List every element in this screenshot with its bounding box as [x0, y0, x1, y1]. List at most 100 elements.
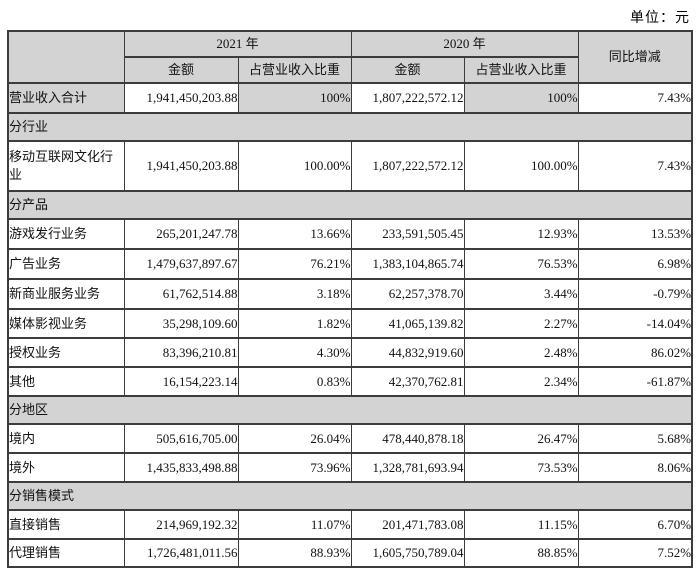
amount-2020: 478,440,878.18	[350, 423, 465, 454]
share-2021: 73.96%	[237, 452, 352, 483]
table-row-mobile-internet-culture: 移动互联网文化行业 1,941,450,203.88 100.00% 1,807…	[7, 140, 693, 192]
share-2021: 3.18%	[237, 278, 352, 310]
amount-2020: 42,370,762.81	[350, 366, 465, 397]
share-2020: 100.00%	[463, 140, 579, 192]
header-share-2021: 占营业收入比重	[237, 56, 352, 84]
row-label: 其他	[7, 366, 125, 397]
table-row-game-publishing: 游戏发行业务 265,201,247.78 13.66% 233,591,505…	[7, 218, 693, 250]
yoy-value: 7.43%	[577, 82, 693, 114]
row-label: 境外	[7, 452, 125, 483]
yoy-value: 6.98%	[577, 248, 693, 280]
amount-2020: 233,591,505.45	[350, 218, 465, 250]
amount-2021: 61,762,514.88	[123, 278, 239, 310]
row-label: 代理销售	[7, 538, 125, 568]
share-2020: 2.34%	[463, 366, 579, 397]
row-label: 游戏发行业务	[7, 218, 125, 250]
header-amount-2020: 金额	[350, 56, 465, 84]
share-2021: 11.07%	[237, 509, 352, 540]
amount-2021: 505,616,705.00	[123, 423, 239, 454]
header-year-2020: 2020 年	[350, 30, 579, 58]
section-label: 分销售模式	[7, 481, 693, 511]
unit-label: 单位：元	[630, 11, 690, 26]
share-2020: 26.47%	[463, 423, 579, 454]
amount-2020: 1,807,222,572.12	[350, 140, 465, 192]
table-row-new-business-services: 新商业服务业务 61,762,514.88 3.18% 62,257,378.7…	[7, 278, 693, 310]
section-label: 分行业	[7, 112, 693, 142]
share-2020: 11.15%	[463, 509, 579, 540]
share-2021: 88.93%	[237, 538, 352, 568]
amount-2020: 1,807,222,572.12	[350, 82, 465, 114]
section-label: 分地区	[7, 395, 693, 425]
share-2020: 2.27%	[463, 308, 579, 339]
row-label: 直接销售	[7, 509, 125, 540]
share-2021: 13.66%	[237, 218, 352, 250]
header-amount-2021: 金额	[123, 56, 239, 84]
section-row-by-product: 分产品	[7, 190, 693, 220]
section-row-by-industry: 分行业	[7, 112, 693, 142]
amount-2020: 44,832,919.60	[350, 337, 465, 368]
section-row-by-sales-model: 分销售模式	[7, 481, 693, 511]
share-2020: 3.44%	[463, 278, 579, 310]
amount-2020: 1,328,781,693.94	[350, 452, 465, 483]
amount-2020: 62,257,378.70	[350, 278, 465, 310]
yoy-value: 86.02%	[577, 337, 693, 368]
row-label: 新商业服务业务	[7, 278, 125, 310]
table-row-media-film: 媒体影视业务 35,298,109.60 1.82% 41,065,139.82…	[7, 308, 693, 339]
yoy-value: 7.52%	[577, 538, 693, 568]
yoy-value: -61.87%	[577, 366, 693, 397]
amount-2021: 35,298,109.60	[123, 308, 239, 339]
amount-2021: 1,479,637,897.67	[123, 248, 239, 280]
row-label: 广告业务	[7, 248, 125, 280]
amount-2020: 1,605,750,789.04	[350, 538, 465, 568]
share-2020: 12.93%	[463, 218, 579, 250]
table-row-direct-sales: 直接销售 214,969,192.32 11.07% 201,471,783.0…	[7, 509, 693, 540]
share-2021: 100%	[237, 82, 352, 114]
header-corner-cell	[7, 30, 125, 84]
yoy-value: 7.43%	[577, 140, 693, 192]
yoy-value: 5.68%	[577, 423, 693, 454]
amount-2021: 1,941,450,203.88	[123, 82, 239, 114]
table-row-domestic: 境内 505,616,705.00 26.04% 478,440,878.18 …	[7, 423, 693, 454]
row-label: 营业收入合计	[7, 82, 125, 114]
amount-2021: 214,969,192.32	[123, 509, 239, 540]
share-2021: 4.30%	[237, 337, 352, 368]
amount-2021: 1,726,481,011.56	[123, 538, 239, 568]
share-2021: 0.83%	[237, 366, 352, 397]
table-row-overseas: 境外 1,435,833,498.88 73.96% 1,328,781,693…	[7, 452, 693, 483]
section-row-by-region: 分地区	[7, 395, 693, 425]
share-2021: 26.04%	[237, 423, 352, 454]
amount-2021: 265,201,247.78	[123, 218, 239, 250]
header-year-2021: 2021 年	[123, 30, 352, 58]
amount-2021: 83,396,210.81	[123, 337, 239, 368]
amount-2021: 1,435,833,498.88	[123, 452, 239, 483]
share-2021: 1.82%	[237, 308, 352, 339]
table-row-total-revenue: 营业收入合计 1,941,450,203.88 100% 1,807,222,5…	[7, 82, 693, 114]
row-label: 移动互联网文化行业	[7, 140, 125, 192]
share-2021: 100.00%	[237, 140, 352, 192]
yoy-value: -0.79%	[577, 278, 693, 310]
amount-2021: 1,941,450,203.88	[123, 140, 239, 192]
yoy-value: 13.53%	[577, 218, 693, 250]
row-label: 授权业务	[7, 337, 125, 368]
row-label: 境内	[7, 423, 125, 454]
table-row-agency-sales: 代理销售 1,726,481,011.56 88.93% 1,605,750,7…	[7, 538, 693, 568]
share-2020: 88.85%	[463, 538, 579, 568]
amount-2020: 201,471,783.08	[350, 509, 465, 540]
yoy-value: 8.06%	[577, 452, 693, 483]
header-row-measures: 金额 占营业收入比重 金额 占营业收入比重	[8, 56, 692, 84]
table-row-advertising: 广告业务 1,479,637,897.67 76.21% 1,383,104,8…	[7, 248, 693, 280]
amount-2020: 41,065,139.82	[350, 308, 465, 339]
row-label: 媒体影视业务	[7, 308, 125, 339]
header-share-2020: 占营业收入比重	[463, 56, 579, 84]
yoy-value: 6.70%	[577, 509, 693, 540]
header-row-years: 2021 年 2020 年 同比增减	[7, 30, 693, 84]
share-2020: 73.53%	[463, 452, 579, 483]
table-row-licensing: 授权业务 83,396,210.81 4.30% 44,832,919.60 2…	[7, 337, 693, 368]
yoy-value: -14.04%	[577, 308, 693, 339]
table-row-other: 其他 16,154,223.14 0.83% 42,370,762.81 2.3…	[7, 366, 693, 397]
amount-2020: 1,383,104,865.74	[350, 248, 465, 280]
share-2021: 76.21%	[237, 248, 352, 280]
share-2020: 2.48%	[463, 337, 579, 368]
amount-2021: 16,154,223.14	[123, 366, 239, 397]
